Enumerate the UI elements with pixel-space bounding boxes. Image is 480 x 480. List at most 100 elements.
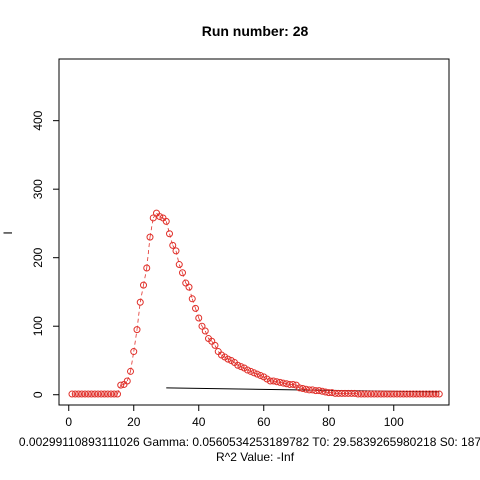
data-point bbox=[279, 379, 287, 387]
y-tick-label: 200 bbox=[31, 247, 45, 267]
data-point bbox=[283, 380, 290, 388]
dashed-connector bbox=[182, 272, 187, 284]
data-point bbox=[130, 348, 138, 356]
data-point bbox=[123, 377, 131, 385]
x-tick-label: 60 bbox=[257, 415, 271, 429]
data-point bbox=[198, 322, 206, 330]
data-point bbox=[156, 213, 164, 221]
x-tick-label: 20 bbox=[127, 415, 141, 429]
data-point bbox=[289, 380, 297, 388]
dashed-connector bbox=[175, 250, 180, 265]
data-point bbox=[302, 385, 310, 393]
dashed-connector bbox=[136, 302, 141, 330]
dashed-connector bbox=[198, 317, 203, 327]
dashed-connector bbox=[123, 380, 128, 385]
dashed-connector bbox=[169, 233, 174, 246]
dashed-connector bbox=[217, 351, 222, 356]
dashed-connector bbox=[162, 217, 167, 222]
dashed-connector bbox=[191, 298, 196, 309]
data-point bbox=[435, 390, 443, 398]
x-tick-label: 100 bbox=[384, 415, 404, 429]
dashed-connector bbox=[188, 287, 193, 299]
data-point bbox=[143, 264, 151, 272]
data-point bbox=[175, 261, 183, 269]
data-point bbox=[270, 377, 277, 385]
y-axis: 0 100 200 300 400 bbox=[31, 110, 60, 398]
dashed-connector bbox=[204, 330, 209, 339]
x-axis-label-line2: R^2 Value: -Inf bbox=[216, 450, 295, 464]
dashed-connector bbox=[178, 264, 183, 273]
data-point bbox=[211, 341, 219, 349]
data-point bbox=[296, 384, 303, 392]
data-point bbox=[140, 281, 147, 289]
data-point bbox=[201, 327, 209, 335]
data-point bbox=[309, 386, 316, 394]
data-point bbox=[257, 372, 264, 380]
data-point bbox=[166, 230, 173, 238]
x-axis: 0 20 40 60 80 100 bbox=[65, 404, 404, 429]
data-point bbox=[224, 355, 232, 363]
data-point bbox=[114, 390, 121, 398]
data-point bbox=[136, 298, 144, 306]
data-point bbox=[276, 378, 284, 386]
data-point bbox=[286, 380, 294, 388]
dashed-connector bbox=[117, 384, 122, 395]
data-point bbox=[315, 387, 323, 395]
data-point bbox=[312, 387, 320, 395]
data-point bbox=[432, 390, 440, 398]
data-point bbox=[273, 378, 281, 386]
data-point bbox=[127, 367, 134, 375]
x-axis-label-line1: 0.00299110893111026 Gamma: 0.05605342531… bbox=[19, 435, 480, 449]
y-tick-label: 0 bbox=[31, 391, 45, 398]
dashed-connector bbox=[146, 237, 151, 269]
dashed-connector bbox=[211, 341, 216, 346]
dashed-connector bbox=[295, 384, 300, 389]
dashed-connector bbox=[208, 338, 213, 342]
x-tick-label: 80 bbox=[322, 415, 336, 429]
data-point bbox=[146, 233, 154, 241]
data-point bbox=[188, 295, 196, 303]
data-point bbox=[247, 367, 255, 375]
data-point bbox=[110, 390, 118, 398]
data-point bbox=[117, 381, 125, 389]
data-point bbox=[322, 388, 329, 396]
y-tick-label: 100 bbox=[31, 316, 45, 336]
data-point bbox=[305, 386, 313, 394]
data-point bbox=[250, 369, 258, 377]
data-point bbox=[179, 269, 186, 277]
dashed-connector bbox=[185, 282, 190, 288]
data-point bbox=[325, 389, 333, 397]
data-points bbox=[68, 209, 443, 398]
dashed-connector bbox=[165, 221, 170, 234]
y-axis-label: I bbox=[1, 231, 15, 234]
chart-title: Run number: 28 bbox=[202, 23, 309, 39]
data-point bbox=[244, 366, 251, 374]
data-point bbox=[351, 389, 359, 397]
data-point bbox=[328, 389, 336, 397]
data-point bbox=[348, 389, 355, 397]
y-tick-label: 300 bbox=[31, 179, 45, 199]
data-point bbox=[162, 217, 170, 225]
data-point bbox=[234, 361, 242, 369]
data-point bbox=[318, 387, 326, 395]
data-point bbox=[149, 214, 157, 222]
data-point bbox=[172, 247, 180, 255]
x-tick-label: 0 bbox=[65, 415, 72, 429]
y-tick-label: 400 bbox=[31, 110, 45, 130]
data-point bbox=[237, 363, 245, 371]
data-point bbox=[266, 377, 274, 385]
data-point bbox=[192, 304, 199, 312]
dashed-connector bbox=[156, 212, 161, 217]
dashed-connector bbox=[195, 308, 200, 319]
data-point bbox=[253, 370, 261, 378]
data-point bbox=[299, 385, 307, 393]
data-point bbox=[169, 241, 177, 249]
dashed-connector bbox=[234, 362, 239, 366]
data-point bbox=[195, 314, 203, 322]
data-point bbox=[185, 283, 193, 291]
dashed-connector bbox=[133, 329, 138, 352]
dashed-connector bbox=[126, 371, 131, 382]
data-point bbox=[133, 326, 141, 334]
